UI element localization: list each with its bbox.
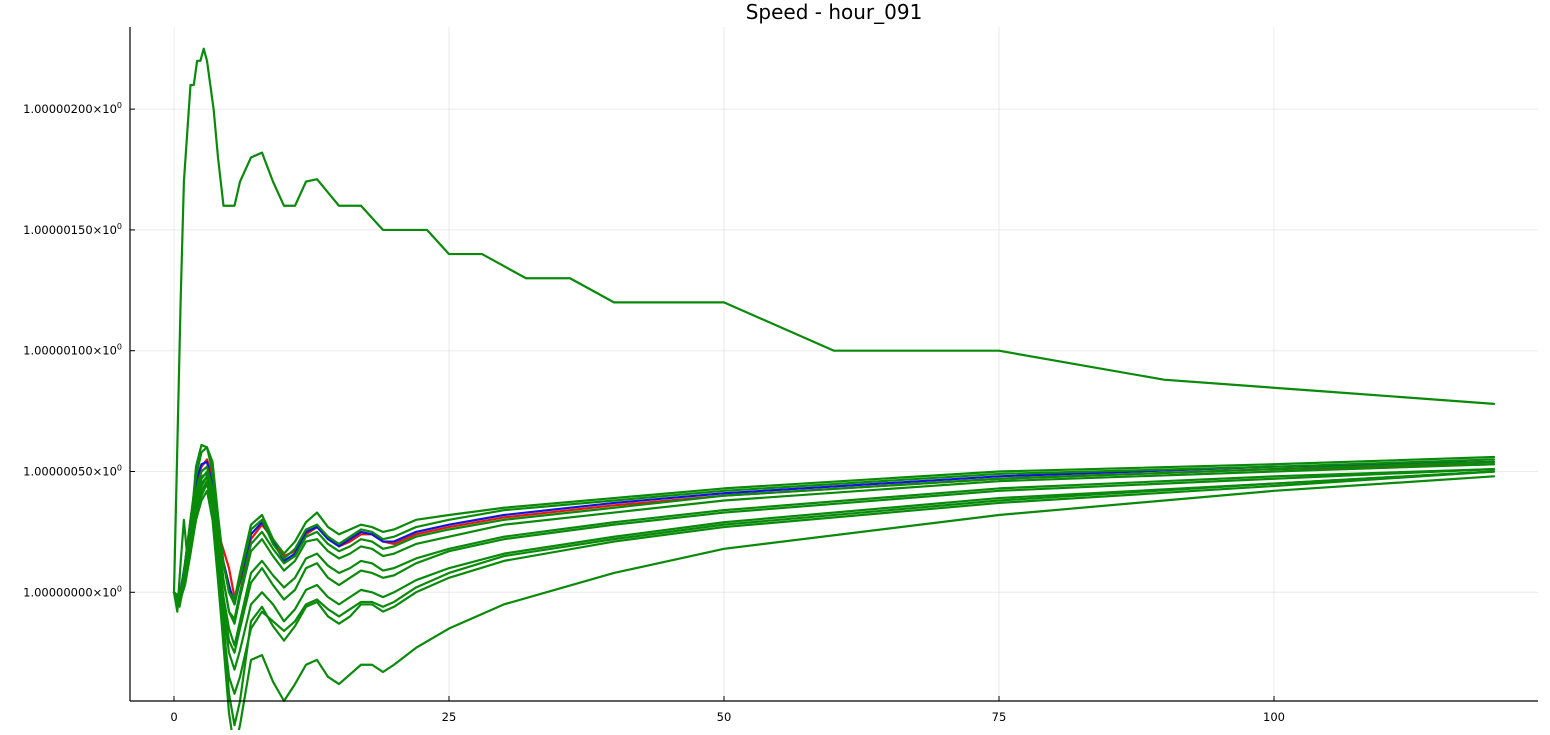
- x-axis-ticks: 0 25 50 75 100: [170, 696, 1285, 724]
- x-tick-label: 25: [442, 710, 457, 724]
- series-line-green: [172, 460, 1496, 620]
- series-line-green: [172, 443, 1496, 613]
- y-tick-label: 1.00000000×100: [23, 584, 122, 599]
- series-line-green: [172, 467, 1496, 654]
- y-tick-label: 1.00000200×100: [23, 101, 122, 116]
- y-tick-label: 1.00000050×100: [23, 464, 122, 479]
- series-line-green: [172, 446, 1496, 606]
- series-line-green: [172, 467, 1496, 647]
- x-tick-label: 50: [717, 710, 732, 724]
- series-group: [172, 47, 1496, 735]
- series-line-green: [172, 470, 1496, 727]
- y-tick-label: 1.00000100×100: [23, 343, 122, 358]
- x-tick-label: 100: [1263, 710, 1285, 724]
- y-axis-ticks: 1.00000000×100 1.00000050×100 1.00000100×1…: [23, 101, 135, 599]
- series-line-blue: [172, 460, 1496, 606]
- chart-title: Speed - hour_091: [746, 0, 923, 24]
- series-line-green: [172, 47, 1496, 594]
- x-tick-label: 75: [992, 710, 1007, 724]
- x-tick-label: 0: [170, 710, 177, 724]
- series-line-green: [172, 475, 1496, 735]
- y-tick-label: 1.00000150×100: [23, 222, 122, 237]
- series-line-green: [172, 463, 1496, 625]
- series-line-green: [172, 470, 1496, 695]
- grid: [130, 27, 1538, 701]
